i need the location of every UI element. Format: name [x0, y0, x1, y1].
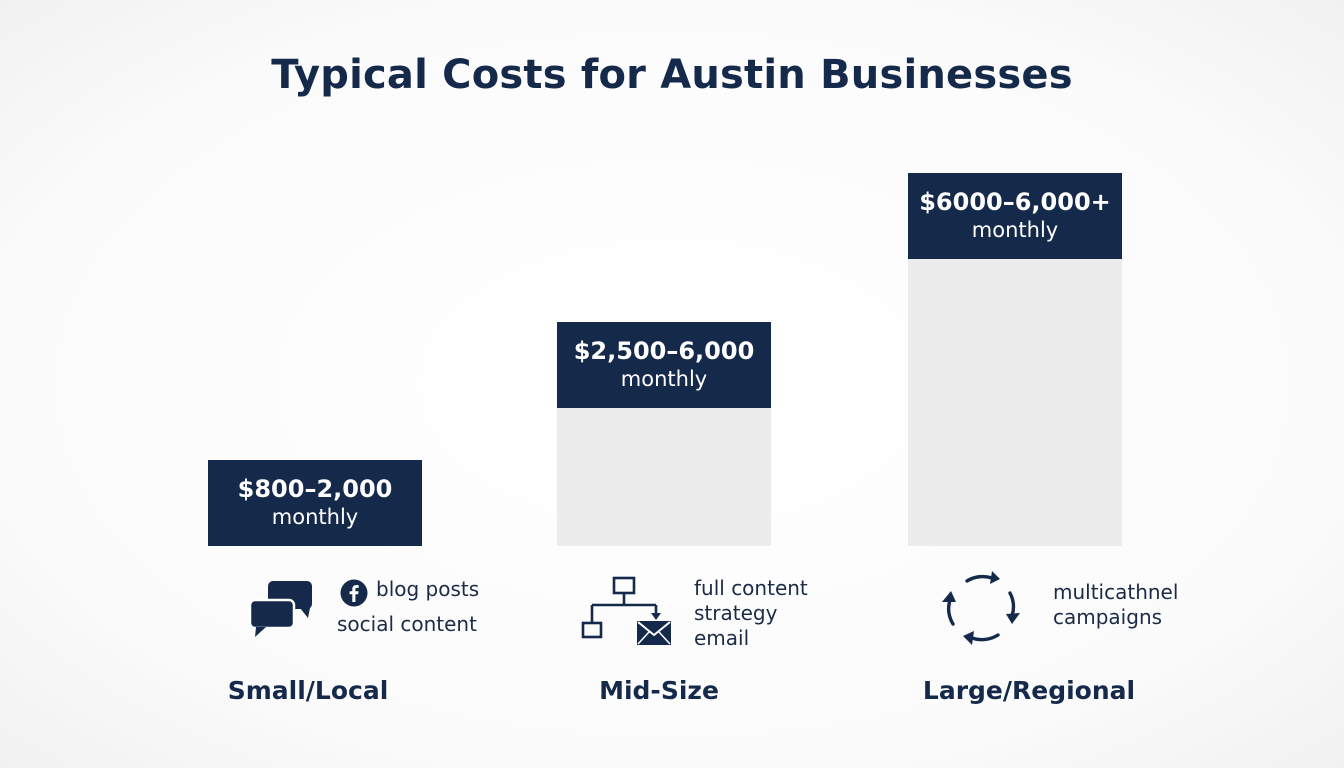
bar-price-label: $800–2,000 — [237, 475, 393, 503]
bar-mid-size: $2,500–6,000 monthly — [557, 322, 771, 546]
bar-unit-label: monthly — [271, 505, 359, 529]
bar-small-local: $800–2,000 monthly — [208, 460, 422, 546]
bar-fill — [908, 259, 1122, 546]
feature-text: campaigns — [1053, 605, 1163, 629]
feature-text: full content — [694, 576, 808, 600]
chart-title: Typical Costs for Austin Businesses — [271, 52, 1073, 98]
bar-label-box: $800–2,000 monthly — [208, 460, 422, 546]
feature-text: multicathnel — [1053, 580, 1179, 604]
bar-unit-label: monthly — [620, 367, 708, 392]
category-label-mid-size: Mid-Size — [599, 676, 719, 705]
category-label-small-local: Small/Local — [227, 676, 389, 705]
mail-icon — [637, 621, 671, 645]
org-chart-icon — [581, 576, 661, 639]
bar-price-label: $6000–6,000+ — [919, 188, 1111, 216]
feature-text: social content — [337, 612, 477, 636]
features-small-local-line1: blog posts — [376, 577, 479, 602]
cycle-arrows-icon — [942, 571, 1020, 645]
bar-fill — [557, 408, 771, 546]
features-large-regional: multicathnel campaigns — [1053, 580, 1178, 630]
bar-price-label: $2,500–6,000 — [573, 337, 755, 366]
feature-text: blog posts — [376, 577, 480, 601]
facebook-icon — [340, 579, 368, 607]
chat-bubbles-icon — [248, 581, 312, 637]
bar-large-regional: $6000–6,000+ monthly — [908, 173, 1122, 546]
feature-text: email — [694, 626, 750, 650]
features-small-local-line2: social content — [337, 612, 477, 637]
features-mid-size: full content strategy email — [694, 576, 808, 651]
category-label-large-regional: Large/Regional — [922, 676, 1136, 705]
bar-label-box: $2,500–6,000 monthly — [557, 322, 771, 409]
bar-unit-label: monthly — [971, 218, 1059, 242]
feature-text: strategy — [694, 601, 778, 625]
bar-label-box: $6000–6,000+ monthly — [908, 173, 1122, 259]
